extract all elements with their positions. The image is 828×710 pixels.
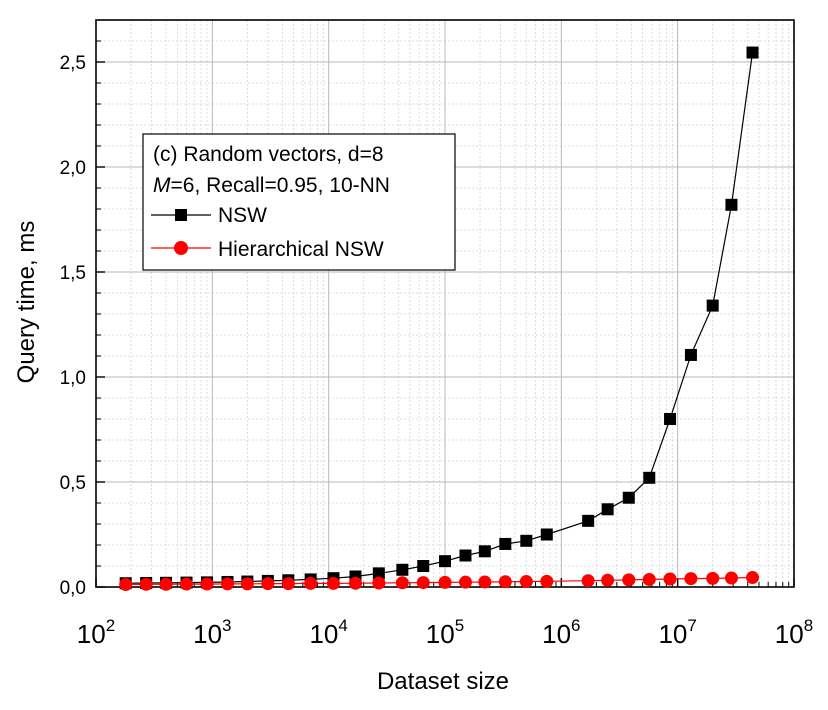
- series-hnsw-point: [478, 575, 492, 589]
- series-nsw-point: [540, 528, 553, 541]
- series-layer: [119, 46, 760, 591]
- series-nsw: [119, 46, 759, 590]
- series-hnsw: [119, 571, 760, 591]
- series-hnsw-point: [498, 575, 512, 589]
- y-tick-label: 1,5: [60, 263, 86, 284]
- series-hnsw-point: [642, 572, 656, 586]
- legend: (c) Random vectors, d=8 M=6, Recall=0.95…: [142, 133, 456, 271]
- series-nsw-point: [643, 471, 656, 484]
- series-nsw-point: [459, 549, 472, 562]
- series-nsw-point: [417, 560, 430, 572]
- series-hnsw-point: [540, 574, 554, 588]
- series-hnsw-point: [326, 576, 340, 590]
- series-hnsw-point: [119, 577, 133, 591]
- x-tick-label-base: 10: [193, 619, 222, 649]
- series-hnsw-point: [663, 572, 677, 586]
- series-hnsw-point: [706, 571, 720, 585]
- series-hnsw-point: [581, 574, 595, 588]
- x-tick-label-exponent: 6: [571, 616, 580, 635]
- series-nsw-point: [664, 413, 677, 425]
- series-hnsw-point: [304, 576, 318, 590]
- legend-title-line1: (c) Random vectors, d=8: [153, 143, 384, 166]
- series-nsw-point: [372, 567, 385, 580]
- series-nsw-point: [684, 348, 697, 361]
- series-hnsw-point: [438, 575, 452, 589]
- legend-title-line2-rest: =6, Recall=0.95, 10-NN: [171, 174, 390, 197]
- y-tick-label: 0,5: [60, 473, 86, 494]
- x-tick-label: 104: [309, 616, 347, 649]
- x-tick-label: 107: [658, 616, 696, 649]
- y-tick-label: 1,0: [60, 368, 86, 389]
- series-hnsw-point: [458, 575, 472, 589]
- legend-hnsw-marker: [174, 241, 188, 255]
- legend-nsw-marker: [175, 209, 187, 221]
- series-hnsw-point: [220, 577, 234, 591]
- series-hnsw-point: [240, 577, 254, 591]
- series-hnsw-point: [622, 573, 636, 587]
- legend-nsw-label: NSW: [218, 204, 267, 227]
- x-tick-labels: 102 103 104 105 106 107 108: [77, 616, 813, 649]
- y-tick-label: 2,5: [60, 53, 86, 74]
- series-nsw-point: [396, 563, 409, 576]
- series-nsw-point: [520, 534, 533, 547]
- series-hnsw-point: [200, 577, 214, 591]
- x-tick-label-base: 10: [775, 619, 804, 649]
- series-hnsw-point: [348, 576, 362, 590]
- x-tick-label-exponent: 2: [106, 616, 115, 635]
- series-nsw-point: [622, 491, 635, 504]
- x-tick-label-exponent: 5: [455, 616, 464, 635]
- x-tick-label-base: 10: [309, 619, 338, 649]
- x-tick-label-exponent: 8: [804, 616, 813, 635]
- legend-hnsw-label: Hierarchical NSW: [218, 238, 384, 261]
- x-tick-label-base: 10: [77, 619, 106, 649]
- series-hnsw-point: [724, 571, 738, 585]
- series-hnsw-point: [684, 572, 698, 586]
- legend-title-line2: M=6, Recall=0.95, 10-NN: [153, 174, 390, 197]
- series-hnsw-point: [372, 576, 386, 590]
- series-hnsw-point: [281, 577, 295, 591]
- x-tick-label: 102: [77, 616, 115, 649]
- x-tick-label: 106: [542, 616, 580, 649]
- series-hnsw-point: [139, 577, 153, 591]
- y-tick-label: 2,0: [60, 158, 86, 179]
- x-tick-label-base: 10: [658, 619, 687, 649]
- series-hnsw-point: [601, 573, 615, 587]
- legend-box: [142, 133, 456, 271]
- series-nsw-point: [706, 299, 719, 312]
- series-nsw-point: [601, 503, 614, 516]
- series-nsw-point: [746, 46, 759, 59]
- series-hnsw-point: [159, 577, 173, 591]
- y-tick-label: 0,0: [60, 578, 86, 599]
- y-axis-title: Query time, ms: [13, 221, 40, 384]
- x-tick-label: 103: [193, 616, 231, 649]
- y-tick-labels: 0,0 0,5 1,0 1,5 2,0 2,5: [60, 53, 86, 599]
- series-hnsw-point: [395, 576, 409, 590]
- series-nsw-point: [439, 555, 451, 568]
- series-nsw-line: [125, 52, 754, 584]
- x-tick-label: 108: [775, 616, 813, 649]
- x-tick-label-exponent: 7: [687, 616, 696, 635]
- legend-title-line2-italic: M: [153, 174, 171, 197]
- x-tick-label-exponent: 3: [222, 616, 231, 635]
- series-hnsw-point: [519, 575, 533, 589]
- series-nsw-point: [725, 198, 738, 211]
- series-hnsw-point: [416, 576, 430, 590]
- x-tick-label-base: 10: [426, 619, 455, 649]
- series-hnsw-point: [746, 571, 760, 585]
- x-axis-title: Dataset size: [377, 668, 509, 695]
- x-tick-label-exponent: 4: [338, 616, 347, 635]
- series-nsw-point: [499, 537, 512, 550]
- x-tick-label-base: 10: [542, 619, 571, 649]
- series-nsw-point: [478, 545, 491, 558]
- series-hnsw-point: [261, 577, 275, 591]
- x-tick-label: 105: [426, 616, 464, 649]
- series-hnsw-point: [180, 577, 194, 591]
- series-nsw-point: [582, 514, 595, 527]
